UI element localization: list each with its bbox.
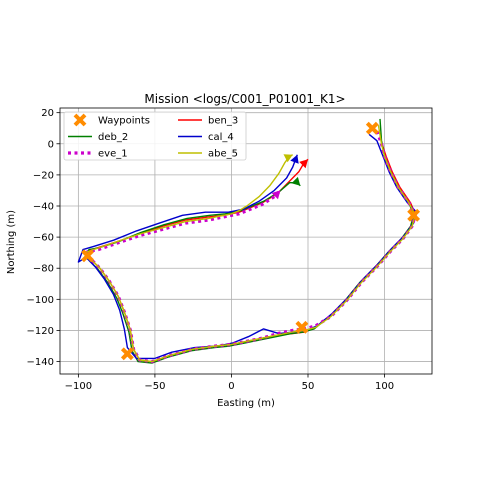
waypoint-marker [120, 347, 134, 361]
waypoint-stroke [120, 347, 134, 361]
legend-label: deb_2 [98, 132, 128, 143]
waypoint-marker [365, 121, 379, 135]
y-tick-label: −20 [33, 170, 54, 181]
axis-ticks: −100 −50 0 50 100 20 0 −20 −40 −60 −80 −100 −120 −140 [27, 108, 395, 392]
x-tick-label: 0 [228, 381, 234, 392]
x-axis-label: Easting (m) [217, 398, 275, 409]
legend-label: eve_1 [98, 149, 128, 160]
waypoint-stroke [73, 113, 87, 127]
y-axis-label: Northing (m) [6, 210, 17, 274]
legend-label: Waypoints [98, 116, 150, 127]
legend-waypoint-icon [73, 113, 87, 127]
waypoint-stroke [295, 320, 309, 334]
series-line-eve_1 [84, 130, 417, 364]
legend: Waypoints deb_2 eve_1 ben_3 cal_4 abe_5 [63, 111, 247, 161]
y-tick-label: −80 [33, 264, 54, 275]
series-group [77, 118, 418, 364]
x-tick-label: 100 [375, 381, 394, 392]
series-line-abe_5 [83, 124, 416, 363]
legend-label: ben_3 [208, 116, 238, 127]
waypoint-stroke [81, 249, 94, 263]
heading-arrow-abe_5 [283, 154, 293, 163]
waypoint-markers [81, 121, 421, 361]
plot-frame [59, 107, 433, 375]
y-tick-label: 0 [48, 139, 54, 150]
x-tick-label: −50 [144, 381, 165, 392]
waypoint-marker [407, 208, 421, 222]
heading-arrow-ben_3 [299, 159, 308, 169]
legend-box [63, 111, 247, 161]
heading-arrow-eve_1 [271, 190, 281, 200]
waypoint-marker [295, 320, 309, 334]
waypoint-marker [81, 249, 94, 263]
legend-label: abe_5 [208, 149, 238, 160]
series-line-ben_3 [85, 135, 416, 363]
y-tick-label: 20 [41, 108, 54, 119]
waypoint-stroke [407, 208, 421, 222]
legend-label: cal_4 [208, 132, 234, 143]
chart-title: Mission <logs/C001_P01001_K1> [144, 92, 345, 106]
y-tick-label: −100 [27, 295, 54, 306]
y-tick-label: −40 [33, 202, 54, 213]
heading-arrow-deb_2 [291, 176, 301, 186]
waypoint-stroke [365, 121, 379, 135]
x-tick-label: −100 [65, 381, 92, 392]
y-tick-label: −120 [27, 326, 54, 337]
heading-arrow-cal_4 [290, 154, 299, 164]
x-tick-label: 50 [302, 381, 315, 392]
y-tick-label: −140 [27, 357, 54, 368]
y-tick-label: −60 [33, 233, 54, 244]
